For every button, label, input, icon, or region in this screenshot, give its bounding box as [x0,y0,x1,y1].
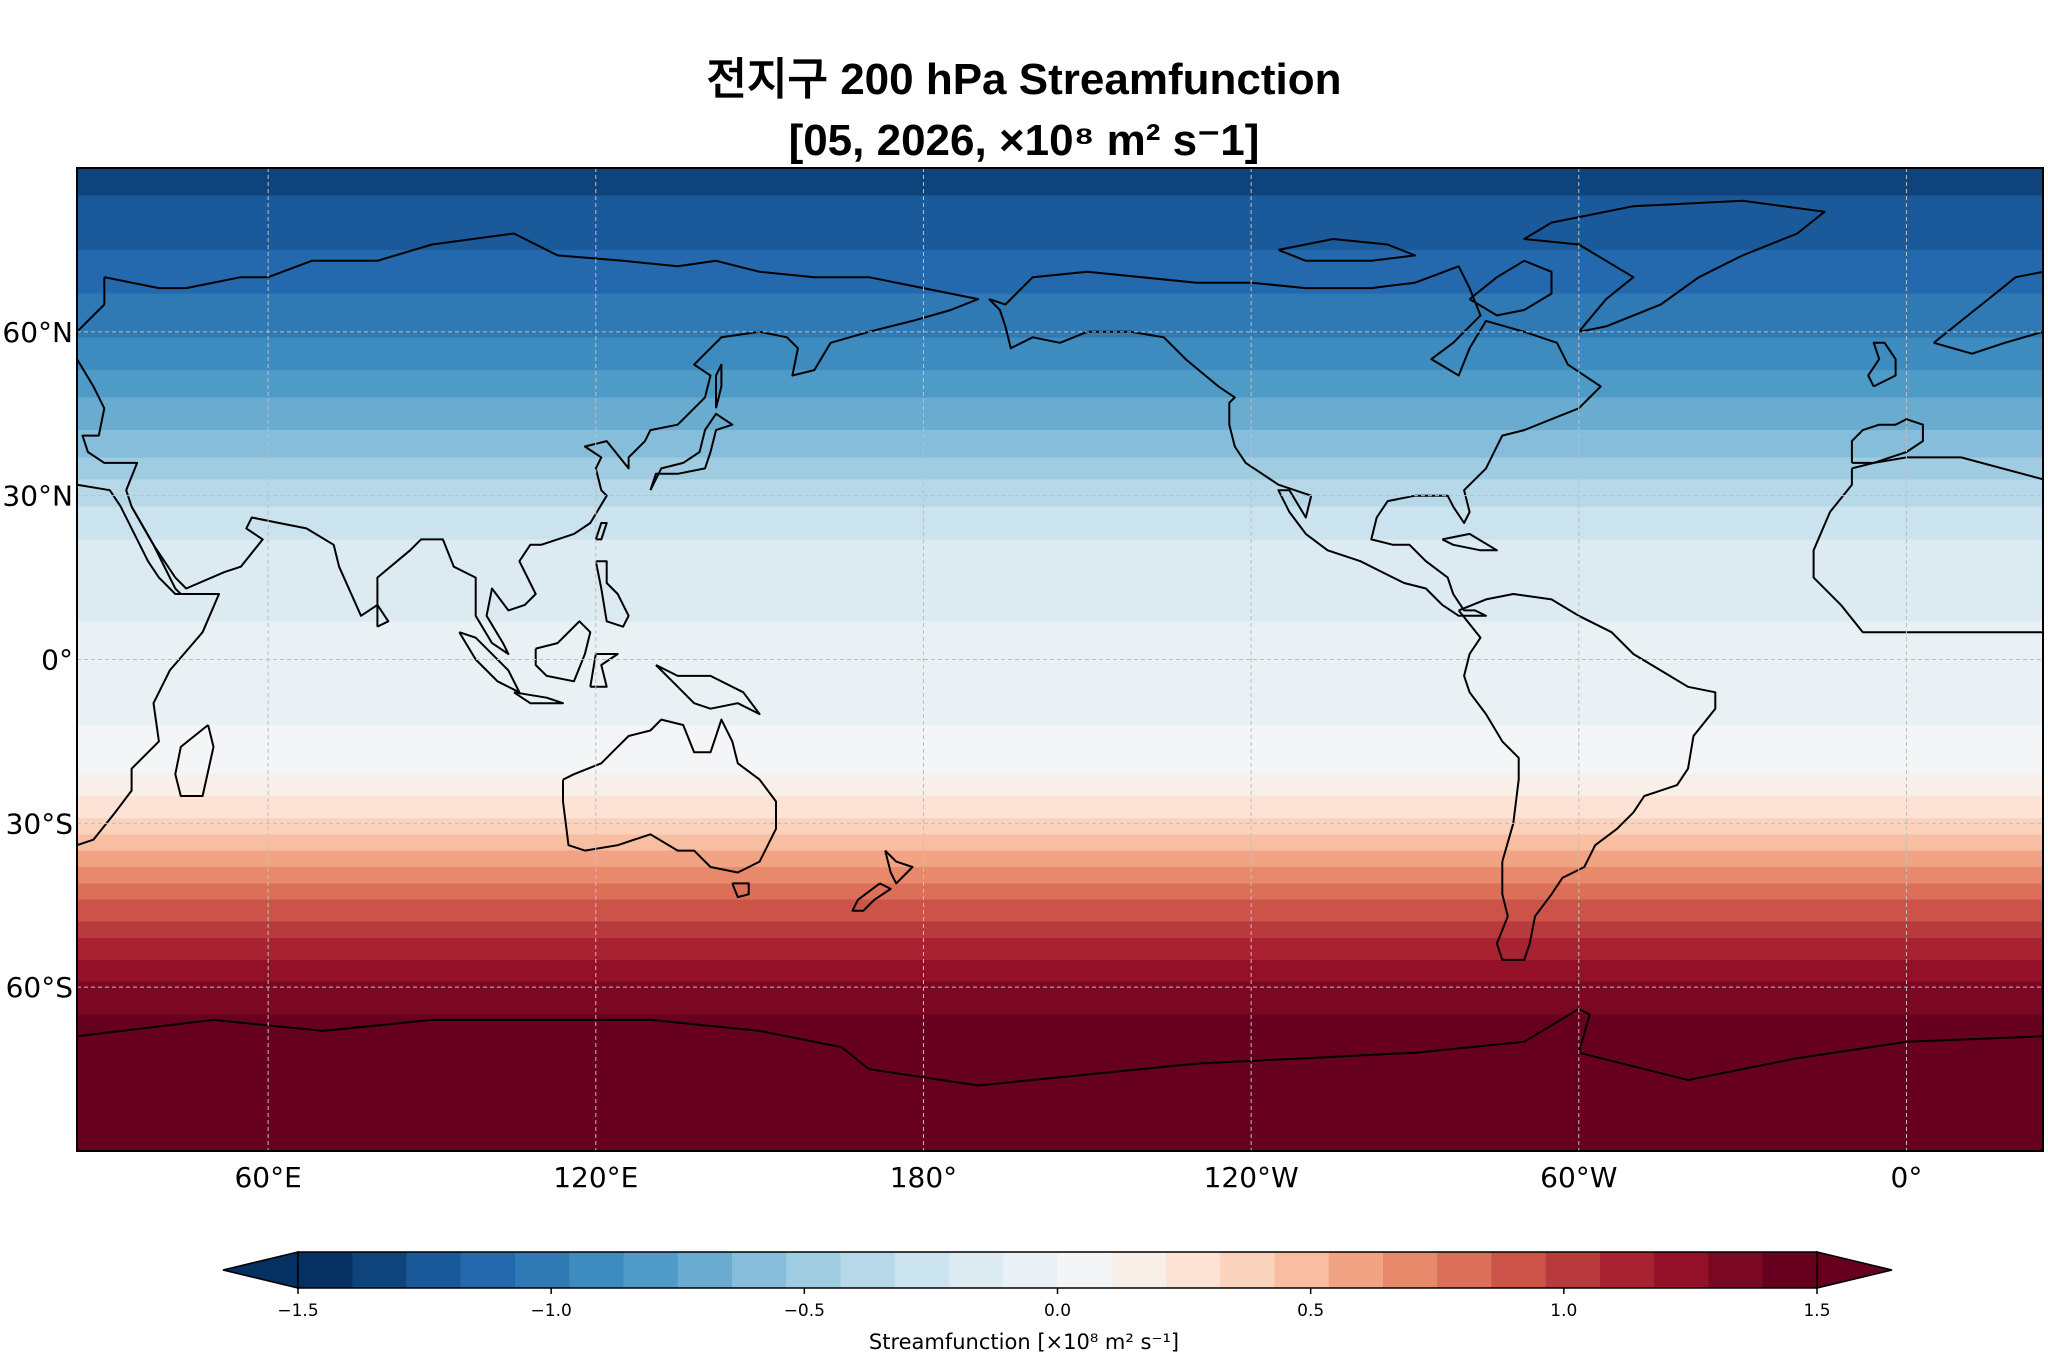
coastline-nz-n [884,849,914,885]
colorbar-label: Streamfunction [×10⁸ m² s⁻¹] [868,1330,1180,1354]
coastline-cuba [1441,532,1498,552]
lon-tick-label: 60°E [234,1161,301,1194]
colorbar-swatch [732,1252,787,1288]
lon-tick-label: 0° [1891,1161,1923,1194]
colorbar-swatch [1762,1252,1818,1288]
map-title: 전지구 200 hPa Streamfunction [706,55,1342,104]
lon-tick-label: 60°W [1540,1161,1617,1194]
coastline-borneo [534,620,592,683]
colorbar-tick-label: −1.5 [277,1301,318,1321]
colorbar-swatch [1437,1252,1493,1288]
colorbar-swatch [1491,1252,1547,1288]
coastline-arabia-gap [130,506,182,595]
longitude-labels: 60°E 120°E 180° 120°W 60°W 0° [234,1161,1922,1194]
coastline-madagascar [174,724,215,797]
colorbar-tick-label: −0.5 [784,1301,825,1321]
coastline-nz-s [851,882,892,912]
lon-tick-label: 120°E [553,1161,638,1194]
colorbar-swatch [298,1252,353,1288]
colorbar-swatch [894,1252,950,1288]
lat-tick-label: 30°S [6,807,73,840]
coastlines [77,199,2043,1151]
coastline-n-america [988,265,1602,617]
lat-tick-label: 30°N [2,480,73,513]
lat-tick-label: 0° [41,644,73,677]
coastline-eurasia [77,232,980,655]
lat-tick-label: 60°N [2,316,73,349]
colorbar-swatch [840,1252,896,1288]
coastline-africa [77,483,220,847]
colorbar-swatch [1708,1252,1764,1288]
coastline-taiwan [594,522,608,541]
coastline-s-america [1457,593,1717,961]
colorbar: −1.5 −1.0 −0.5 0.0 0.5 1.0 1.5 [222,1251,1893,1321]
coastline-uk [1867,341,1897,388]
colorbar-swatch [1003,1252,1059,1288]
coastline-arctic-is [1278,238,1416,262]
map-frame [76,167,2044,1152]
coastline-antarctica [77,1008,2043,1151]
colorbar-swatch [352,1252,408,1288]
colorbar-swatch [623,1252,679,1288]
colorbar-swatch [1654,1252,1710,1288]
coastline-sakhalin [715,363,723,409]
colorbar-extend-max [1816,1251,1893,1289]
colorbar-swatch [1220,1252,1276,1288]
coastline-java [513,691,564,705]
colorbar-swatch [1274,1252,1330,1288]
coastline-scandinavia [1933,270,2043,355]
colorbar-swatch [1383,1252,1438,1288]
colorbar-tick-label: 1.0 [1550,1301,1577,1321]
coastline-philippines [594,560,630,628]
coastline-greenland [1523,199,1826,333]
colorbar-swatch [460,1252,516,1288]
colorbar-swatch [569,1252,625,1288]
coastline-new-guinea [655,664,761,716]
colorbar-swatch [786,1252,842,1288]
gridlines [77,168,2043,1151]
lon-tick-label: 180° [890,1161,957,1194]
colorbar-swatch [1166,1252,1221,1288]
latitude-labels: 60°N 30°N 0° 30°S 60°S [2,316,73,1004]
colorbar-tick-label: 0.5 [1297,1301,1324,1321]
coastline-baffin [1468,259,1553,317]
coastline-africa-w [1812,456,2043,634]
colorbar-tick-label: 0.0 [1044,1301,1071,1321]
colorbar-swatch [949,1252,1004,1288]
colorbar-tick-label: −1.0 [531,1301,572,1321]
coastline-europe-w [1850,418,1924,464]
coastline-japan [649,412,734,491]
map-subtitle: [05, 2026, ×10⁸ m² s⁻1] [788,116,1260,165]
colorbar-extend-min [222,1251,299,1289]
colorbar-swatch [1545,1252,1601,1288]
lon-tick-label: 120°W [1204,1161,1299,1194]
colorbar-swatch [1328,1252,1384,1288]
colorbar-swatch [677,1252,733,1288]
coastline-australia [562,718,777,874]
colorbar-swatch [1600,1252,1655,1288]
colorbar-tick-label: 1.5 [1803,1301,1830,1321]
colorbar-swatch [406,1252,462,1288]
lat-tick-label: 60°S [6,971,73,1004]
coastline-sri-lanka [376,603,390,628]
colorbar-swatch [1111,1252,1167,1288]
colorbar-swatch [515,1252,570,1288]
colorbar-swatch [1057,1252,1113,1288]
coastline-tasmania [731,882,750,899]
